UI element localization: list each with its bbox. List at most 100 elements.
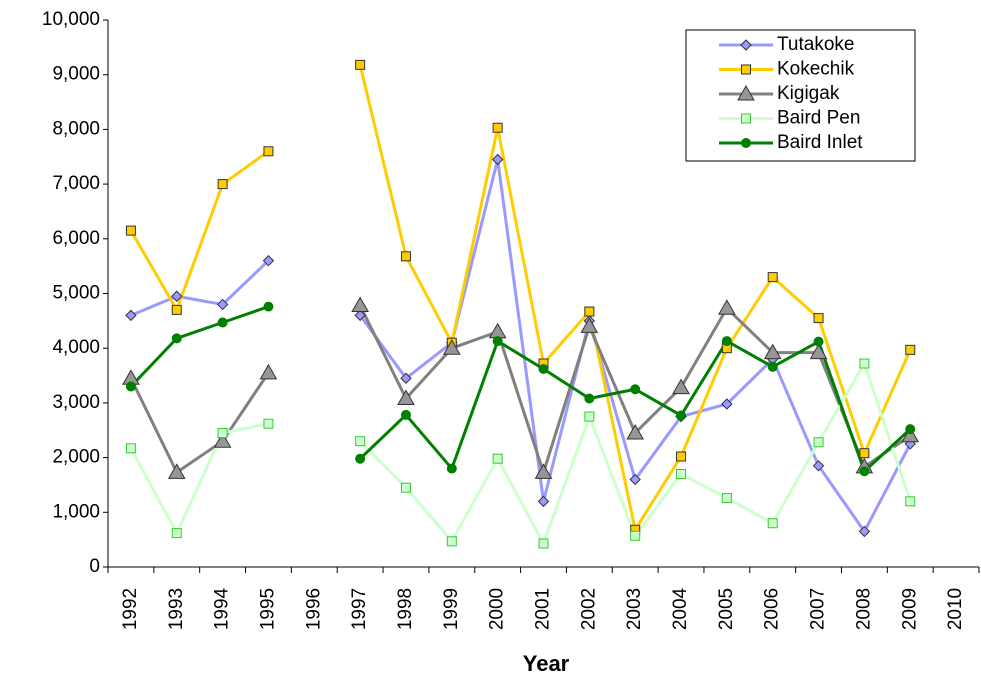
data-point	[171, 290, 183, 302]
data-point	[491, 153, 504, 166]
data-point	[630, 384, 641, 395]
data-point	[355, 453, 366, 464]
legend-marker	[741, 113, 751, 124]
data-point	[767, 272, 778, 283]
data-point	[763, 343, 782, 360]
x-tick-label: 1994	[212, 587, 233, 630]
data-point	[217, 427, 228, 438]
series-line	[130, 157, 912, 533]
data-point	[672, 378, 690, 395]
y-tick-label: 8,000	[52, 118, 100, 139]
x-tick-label: 1996	[303, 588, 324, 630]
legend-label: Kigigak	[777, 83, 840, 104]
data-point	[400, 482, 411, 493]
data-point	[171, 304, 182, 315]
data-point	[400, 372, 412, 384]
data-point	[534, 463, 553, 479]
x-tick-label: 2007	[808, 588, 829, 630]
data-point	[171, 333, 182, 344]
data-point	[171, 528, 182, 539]
data-point	[125, 443, 136, 454]
data-point	[263, 301, 274, 312]
data-point	[813, 437, 824, 448]
data-point	[858, 525, 871, 538]
data-point	[125, 309, 137, 322]
y-tick-label: 5,000	[52, 283, 100, 304]
data-point	[492, 122, 503, 133]
data-point	[538, 538, 549, 549]
y-tick-label: 4,000	[52, 337, 100, 358]
data-point	[263, 418, 274, 429]
x-tick-label: 1992	[120, 588, 141, 630]
data-point	[809, 343, 828, 360]
data-point	[812, 460, 825, 472]
x-tick-label: 2004	[670, 587, 691, 630]
data-point	[721, 493, 732, 504]
series-line	[129, 362, 912, 545]
x-tick-label: 2000	[487, 588, 508, 630]
y-tick-label: 9,000	[52, 64, 100, 85]
data-point	[262, 254, 275, 267]
x-tick-label: 2009	[899, 588, 920, 630]
data-point	[629, 473, 641, 486]
y-tick-label: 6,000	[52, 228, 100, 249]
data-point	[859, 448, 870, 459]
legend-marker	[741, 138, 751, 148]
data-point	[355, 59, 366, 70]
data-point	[859, 466, 870, 477]
data-point	[813, 313, 824, 324]
data-point	[905, 424, 916, 435]
x-tick-label: 2005	[716, 588, 737, 630]
data-point	[400, 409, 411, 420]
x-tick-label: 1995	[257, 588, 278, 630]
x-tick-label: 2001	[533, 588, 554, 630]
data-point	[905, 496, 916, 507]
data-point	[859, 358, 870, 369]
x-tick-label: 1999	[441, 588, 462, 630]
data-point	[492, 453, 503, 464]
data-point	[446, 536, 457, 547]
data-point	[354, 309, 366, 322]
data-point	[901, 426, 920, 443]
data-point	[721, 336, 732, 347]
legend-label: Baird Pen	[777, 108, 860, 129]
data-point	[400, 251, 411, 262]
data-point	[584, 306, 595, 317]
legend-label: Baird Inlet	[777, 132, 863, 153]
data-point	[676, 410, 687, 421]
data-point	[584, 393, 595, 404]
legend-marker	[741, 64, 751, 75]
data-point	[125, 225, 136, 236]
data-point	[442, 339, 461, 355]
x-tick-label: 2006	[762, 588, 783, 630]
data-point	[355, 436, 366, 447]
x-tick-label: 2002	[578, 588, 599, 630]
data-point	[217, 179, 228, 190]
data-point	[537, 495, 550, 508]
data-point	[167, 463, 186, 479]
data-point	[446, 463, 457, 474]
data-point	[905, 344, 916, 355]
y-tick-label: 10,000	[42, 9, 100, 30]
data-point	[626, 423, 645, 440]
y-tick-label: 3,000	[52, 392, 100, 413]
data-point	[213, 432, 232, 448]
data-point	[718, 299, 736, 315]
data-point	[259, 363, 278, 380]
data-point	[492, 336, 503, 347]
data-point	[538, 363, 549, 374]
legend-marker	[737, 84, 755, 101]
x-tick-label: 1993	[166, 588, 187, 630]
x-tick-label: 2010	[945, 588, 966, 630]
legend-label: Kokechik	[777, 59, 855, 80]
y-tick-label: 7,000	[52, 173, 100, 194]
x-tick-label: 2003	[624, 588, 645, 630]
data-point	[813, 336, 824, 347]
data-point	[676, 451, 687, 462]
data-point	[721, 398, 733, 410]
legend-marker	[740, 39, 752, 51]
x-tick-label: 1997	[349, 588, 370, 630]
data-point	[767, 518, 778, 529]
